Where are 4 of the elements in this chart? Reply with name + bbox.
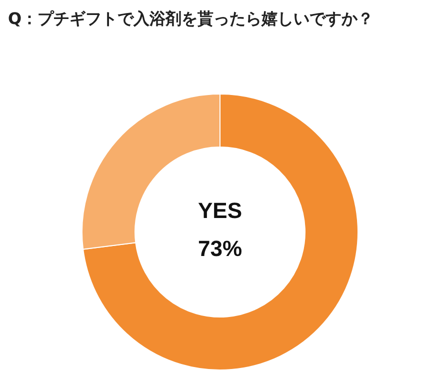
donut-slice	[82, 94, 358, 370]
data-label: 73%	[198, 236, 242, 261]
chart-title: Q：プチギフトで入浴剤を貰ったら嬉しいですか？	[8, 9, 374, 28]
slice-label: YES	[198, 198, 242, 223]
